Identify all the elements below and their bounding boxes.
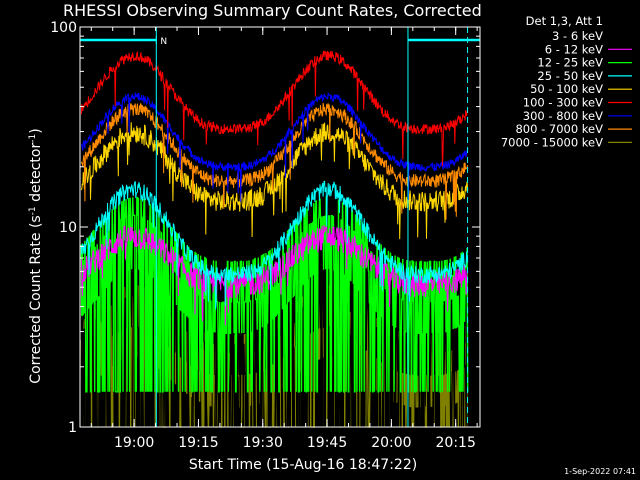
y-tick-label: 1 bbox=[68, 420, 77, 436]
y-tick-label: 100 bbox=[50, 20, 77, 36]
y-axis-label-sup1: -1 bbox=[28, 206, 38, 215]
y-axis-label-part1: Corrected Count Rate (s bbox=[28, 215, 44, 383]
y-axis-label-part2: detector bbox=[28, 143, 44, 207]
series-trace bbox=[80, 92, 469, 203]
plot-area: N bbox=[79, 27, 481, 428]
axes: 19:00 19:15 19:30 19:45 20:00 20:15 1 10 100 bbox=[50, 20, 481, 451]
x-axis-label: Start Time (15-Aug-16 18:47:22) bbox=[189, 457, 417, 473]
y-axis-label-sup2: -1 bbox=[28, 134, 38, 143]
legend-label: 3 - 6 keV bbox=[552, 29, 603, 43]
x-tick-label: 19:30 bbox=[243, 435, 283, 451]
y-axis-label-part3: ) bbox=[28, 128, 44, 133]
legend-label: 800 - 7000 keV bbox=[515, 122, 603, 136]
legend-label: 12 - 25 keV bbox=[537, 56, 603, 70]
series-trace bbox=[80, 225, 469, 326]
series-trace bbox=[80, 122, 469, 240]
series-6to12keV-line bbox=[80, 225, 469, 326]
y-tick-label: 10 bbox=[59, 220, 77, 236]
series-trace bbox=[80, 50, 469, 167]
legend-label: 100 - 300 keV bbox=[523, 96, 603, 110]
series-12to25keV-line bbox=[80, 196, 469, 393]
series-800to7000keV-line bbox=[80, 102, 469, 220]
night-marker: N bbox=[160, 37, 167, 47]
x-tick-label: 19:00 bbox=[114, 435, 154, 451]
series-300to800keV-line bbox=[80, 92, 469, 203]
footer-date: 1-Sep-2022 07:41 bbox=[564, 467, 636, 476]
legend-label: 6 - 12 keV bbox=[545, 42, 603, 56]
chart-title: RHESSI Observing Summary Count Rates, Co… bbox=[63, 1, 482, 20]
x-tick-label: 19:15 bbox=[178, 435, 218, 451]
series-100to300keV-line bbox=[80, 50, 469, 167]
x-tick-label: 19:45 bbox=[307, 435, 347, 451]
legend-label: 300 - 800 keV bbox=[523, 109, 603, 123]
legend-label: 7000 - 15000 keV bbox=[501, 135, 603, 149]
series-25to50keV-line bbox=[80, 180, 469, 310]
y-axis-label: Corrected Count Rate (s-1 detector-1) bbox=[28, 128, 44, 383]
legend-label: 25 - 50 keV bbox=[537, 69, 603, 83]
legend-label: 50 - 100 keV bbox=[530, 82, 603, 96]
x-tick-label: 20:00 bbox=[371, 435, 411, 451]
series-trace bbox=[80, 180, 469, 310]
x-tick-label: 20:15 bbox=[436, 435, 476, 451]
series-trace bbox=[80, 196, 469, 393]
series-50to100keV-line bbox=[80, 122, 469, 240]
series-trace bbox=[80, 102, 469, 220]
legend-header: Det 1,3, Att 1 bbox=[526, 14, 603, 28]
